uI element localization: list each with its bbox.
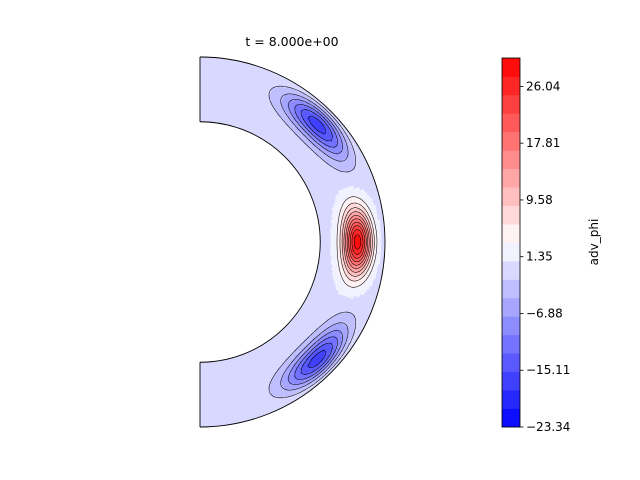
contour-fill bbox=[199, 56, 386, 428]
contour-plot bbox=[199, 56, 386, 428]
chart-title: t = 8.000e+00 bbox=[245, 34, 338, 49]
